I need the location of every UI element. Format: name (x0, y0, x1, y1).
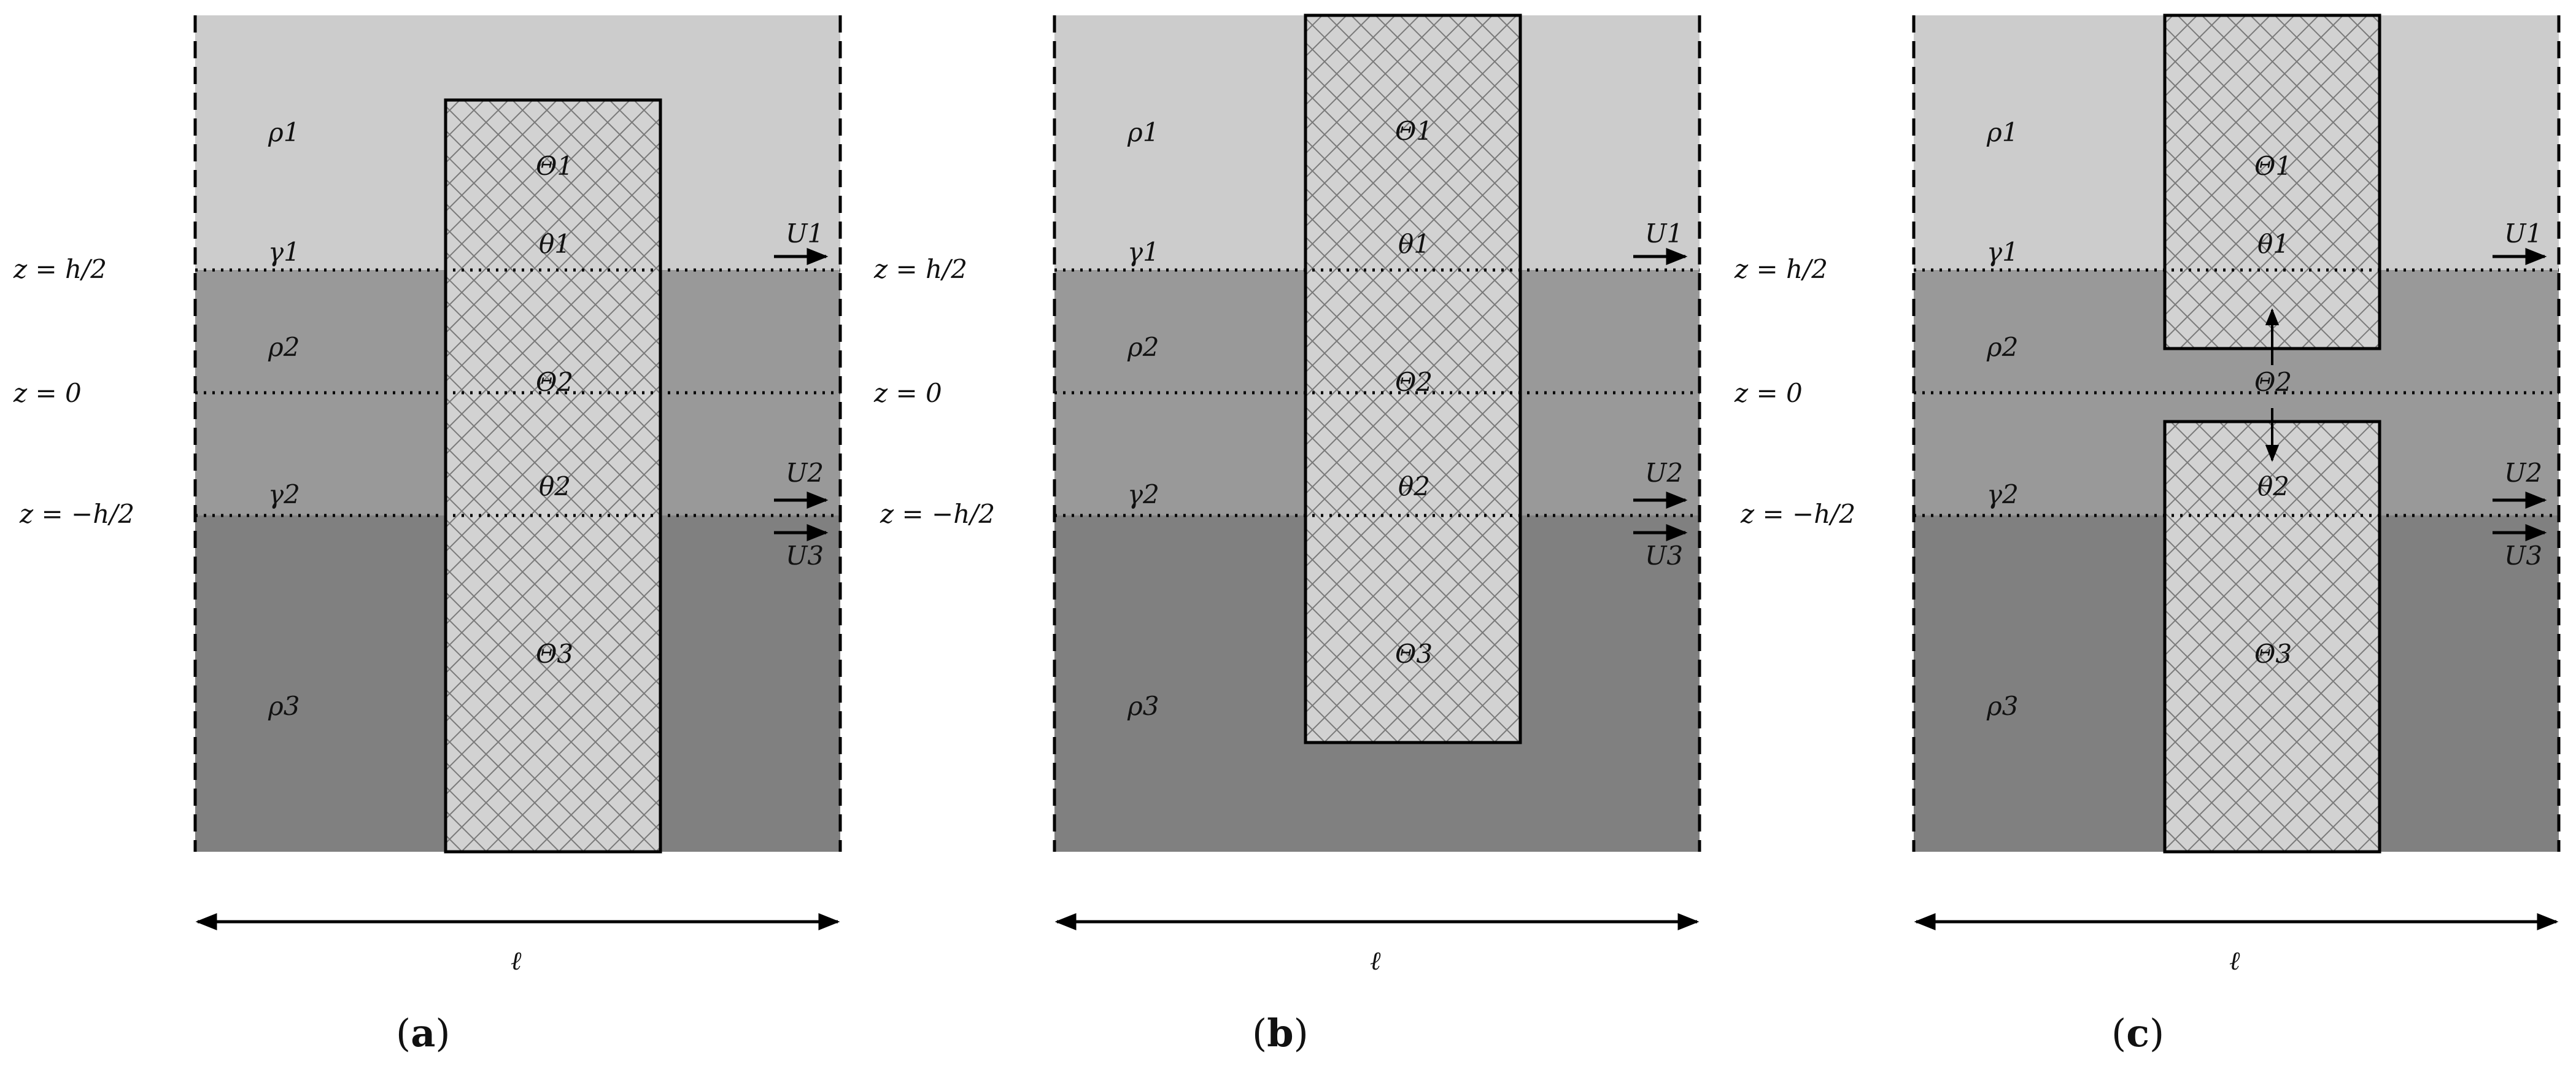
label-theta1: θ1 (539, 229, 571, 259)
panel-a: ρ1 γ1 ρ2 γ2 ρ3 Θ1 θ1 Θ2 θ2 Θ3 U1 U2 U3 z… (13, 15, 842, 1055)
label-z-mid: z = 0 (873, 378, 942, 408)
label-z-bot: z = −h/2 (880, 499, 995, 529)
label-gamma1: γ1 (268, 237, 300, 267)
label-U3: U3 (2504, 541, 2542, 571)
porous-column (444, 98, 662, 854)
label-z-top: z = h/2 (873, 254, 967, 284)
panel-c: ρ1 γ1 ρ2 γ2 ρ3 Θ1 θ1 Θ2 θ2 Θ3 U1 U2 U3 z… (1734, 14, 2561, 1055)
label-Theta3: Θ3 (536, 639, 573, 669)
label-z-bot: z = −h/2 (19, 499, 134, 529)
label-theta1: θ1 (1398, 229, 1430, 259)
label-rho1: ρ1 (1127, 117, 1159, 147)
label-gamma2: γ2 (268, 479, 300, 509)
label-U1: U1 (1645, 218, 1683, 249)
label-theta2: θ2 (539, 471, 571, 501)
label-width: ℓ (2229, 946, 2240, 976)
label-rho3: ρ3 (268, 691, 300, 721)
label-rho1: ρ1 (268, 117, 300, 147)
label-rho1: ρ1 (1986, 117, 2018, 147)
label-theta2: θ2 (1398, 471, 1430, 501)
label-Theta1: Θ1 (1395, 116, 1433, 146)
porous-column (1304, 14, 1522, 744)
label-gamma2: γ2 (1127, 479, 1159, 509)
label-z-top: z = h/2 (1734, 254, 1828, 284)
porous-column-lower (2163, 420, 2381, 854)
label-rho3: ρ3 (1127, 691, 1159, 721)
label-U3: U3 (1645, 541, 1683, 571)
label-width: ℓ (1370, 946, 1381, 976)
label-z-bot: z = −h/2 (1740, 499, 1855, 529)
label-rho2: ρ2 (268, 332, 300, 362)
label-rho3: ρ3 (1986, 691, 2018, 721)
label-Theta2: Θ2 (2254, 367, 2292, 397)
label-Theta2: Θ2 (1395, 367, 1433, 397)
label-U2: U2 (2504, 458, 2542, 488)
label-Theta2: Θ2 (536, 367, 573, 397)
label-U3: U3 (786, 541, 824, 571)
label-Theta1: Θ1 (536, 151, 573, 181)
label-U1: U1 (2504, 218, 2542, 249)
label-z-mid: z = 0 (1734, 378, 1803, 408)
label-z-top: z = h/2 (13, 254, 107, 284)
label-z-mid: z = 0 (13, 378, 82, 408)
label-gamma1: γ1 (1127, 237, 1159, 267)
label-width: ℓ (511, 946, 522, 976)
label-U1: U1 (786, 218, 824, 249)
label-theta1: θ1 (2257, 229, 2289, 259)
label-rho2: ρ2 (1127, 332, 1159, 362)
label-gamma1: γ1 (1987, 237, 2019, 267)
panel-b: ρ1 γ1 ρ2 γ2 ρ3 Θ1 θ1 Θ2 θ2 Θ3 U1 U2 U3 z… (873, 14, 1701, 1055)
label-Theta1: Θ1 (2254, 151, 2292, 181)
label-rho2: ρ2 (1986, 332, 2018, 362)
porous-column-upper (2163, 14, 2381, 350)
label-Theta3: Θ3 (2254, 639, 2292, 669)
label-U2: U2 (1645, 458, 1683, 488)
label-U2: U2 (786, 458, 824, 488)
label-gamma2: γ2 (1987, 479, 2019, 509)
caption-a: (a) (396, 1011, 451, 1055)
caption-b: (b) (1252, 1011, 1309, 1055)
label-Theta3: Θ3 (1395, 639, 1433, 669)
caption-c: (c) (2111, 1011, 2164, 1055)
label-theta2: θ2 (2257, 471, 2289, 501)
